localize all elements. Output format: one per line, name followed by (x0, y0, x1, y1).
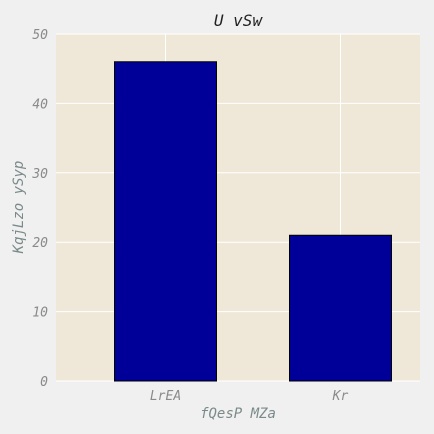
y-tick-label: 50 (32, 28, 48, 43)
x-axis-label: fQesP MZa (200, 406, 276, 422)
y-tick-label: 10 (32, 306, 48, 321)
x-tick-label: Kr (332, 389, 349, 404)
y-tick-label: 40 (32, 97, 48, 112)
y-tick-label: 20 (32, 236, 48, 251)
y-tick-label: 0 (40, 375, 48, 390)
y-axis-ticks: 0 10 20 30 40 50 (31, 28, 48, 390)
chart-title: U vSw (214, 11, 264, 30)
x-tick-label: LrEA (150, 389, 181, 404)
bar-kr (289, 234, 392, 382)
bars-layer (114, 61, 392, 382)
x-axis-ticks: LrEA Kr (150, 389, 349, 404)
bar-lrea (114, 61, 217, 382)
y-tick-label: 30 (31, 167, 48, 182)
y-axis-label: KqjLzo ySyp (11, 161, 27, 255)
